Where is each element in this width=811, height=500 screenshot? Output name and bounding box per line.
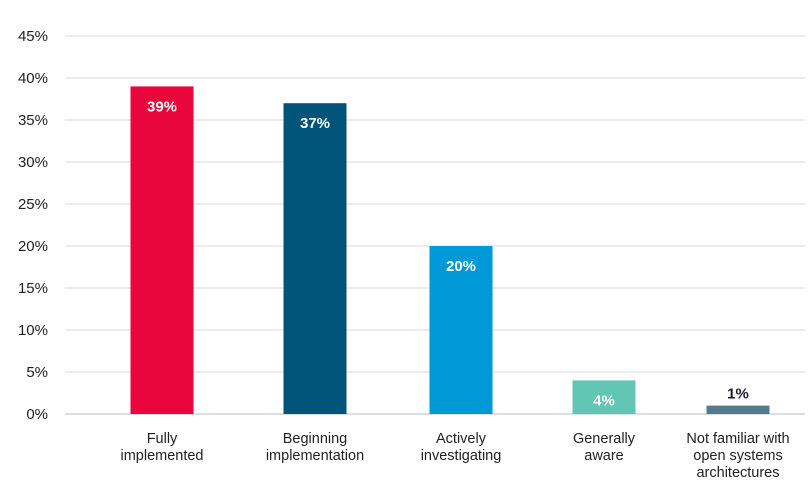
x-tick-label: aware [584,448,624,464]
value-label: 4% [593,392,615,409]
value-label: 39% [147,98,177,115]
x-tick-label: Generally [573,431,636,447]
y-tick-label: 40% [18,70,48,87]
x-tick-label: open systems [693,448,782,464]
value-label: 37% [300,115,330,132]
x-tick-label: implemented [120,448,203,464]
y-tick-label: 0% [26,406,48,423]
bar [706,405,770,414]
y-tick-label: 25% [18,196,48,213]
x-tick-label: Beginning [283,431,348,447]
bar [572,380,636,414]
bar [283,103,347,414]
x-tick-label: architectures [696,465,779,481]
bars [130,86,770,415]
y-tick-label: 30% [18,154,48,171]
y-axis: 0% 5% 10% 15% 20% 25% 30% 35% 40% 45% [18,28,48,423]
bar [429,246,493,414]
x-tick-label: implementation [266,448,364,464]
y-tick-label: 10% [18,322,48,339]
bar [130,86,194,415]
y-tick-label: 35% [18,112,48,129]
y-tick-label: 20% [18,238,48,255]
x-tick-label: investigating [421,448,502,464]
value-label: 20% [446,258,476,275]
x-tick-label: Not familiar with [686,431,789,447]
value-label: 1% [727,386,749,403]
x-tick-label: Fully [147,431,178,447]
y-tick-label: 15% [18,280,48,297]
y-tick-label: 45% [18,28,48,45]
x-tick-label: Actively [436,431,487,447]
y-tick-label: 5% [26,364,48,381]
value-labels: 39% 37% 20% 4% 1% [147,98,749,409]
